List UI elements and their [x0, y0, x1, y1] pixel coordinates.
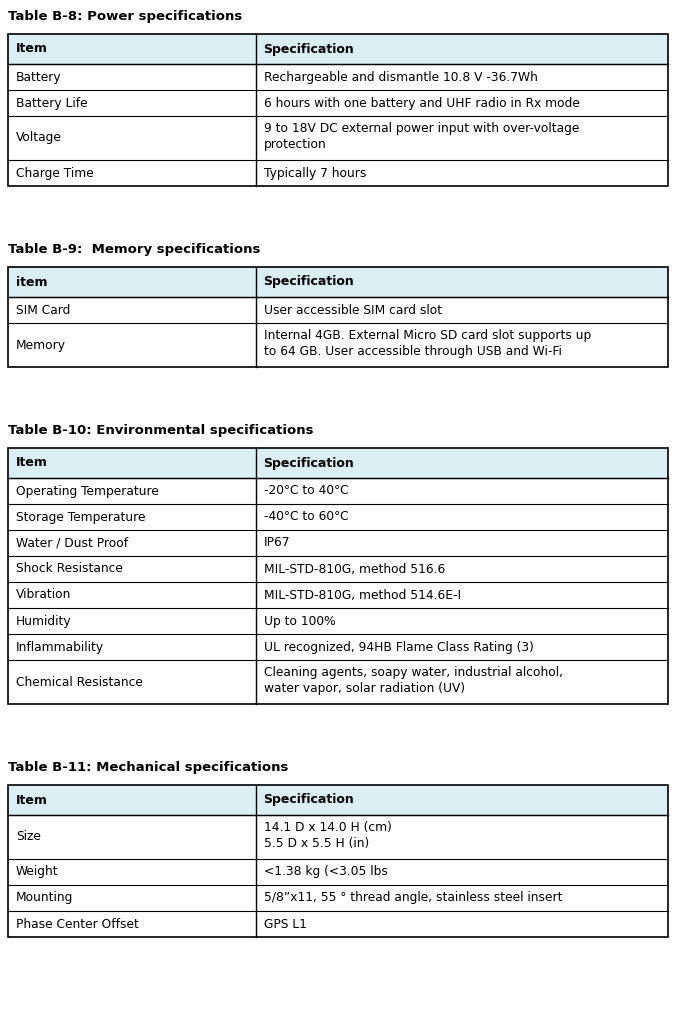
Text: 5/8”x11, 55 ° thread angle, stainless steel insert: 5/8”x11, 55 ° thread angle, stainless st… [264, 892, 562, 904]
Text: -20°C to 40°C: -20°C to 40°C [264, 485, 348, 497]
Text: Mounting: Mounting [16, 892, 74, 904]
Text: UL recognized, 94HB Flame Class Rating (3): UL recognized, 94HB Flame Class Rating (… [264, 640, 533, 654]
Text: MIL-STD-810G, method 516.6: MIL-STD-810G, method 516.6 [264, 563, 445, 576]
Text: Table B-10: Environmental specifications: Table B-10: Environmental specifications [8, 424, 314, 437]
Text: Table B-9:  Memory specifications: Table B-9: Memory specifications [8, 243, 260, 256]
Text: -40°C to 60°C: -40°C to 60°C [264, 511, 348, 523]
Text: Item: Item [16, 794, 48, 806]
Text: Item: Item [16, 457, 48, 469]
Text: Battery Life: Battery Life [16, 96, 88, 110]
Text: Shock Resistance: Shock Resistance [16, 563, 123, 576]
Text: Typically 7 hours: Typically 7 hours [264, 167, 366, 179]
Text: 9 to 18V DC external power input with over-voltage: 9 to 18V DC external power input with ov… [264, 122, 579, 135]
Text: Size: Size [16, 831, 41, 843]
Bar [8, 267, 668, 367]
Text: IP67: IP67 [264, 537, 290, 549]
Text: Inflammability: Inflammability [16, 640, 104, 654]
Text: <1.38 kg (<3.05 lbs: <1.38 kg (<3.05 lbs [264, 865, 387, 879]
Text: Humidity: Humidity [16, 614, 72, 628]
Text: to 64 GB. User accessible through USB and Wi-Fi: to 64 GB. User accessible through USB an… [264, 345, 561, 358]
Text: Water / Dust Proof: Water / Dust Proof [16, 537, 128, 549]
Text: Voltage: Voltage [16, 132, 62, 144]
Text: Rechargeable and dismantle 10.8 V -36.7Wh: Rechargeable and dismantle 10.8 V -36.7W… [264, 70, 537, 84]
Text: Up to 100%: Up to 100% [264, 614, 335, 628]
Text: 5.5 D x 5.5 H (in): 5.5 D x 5.5 H (in) [264, 837, 368, 850]
Text: Memory: Memory [16, 339, 66, 351]
Text: Internal 4GB. External Micro SD card slot supports up: Internal 4GB. External Micro SD card slo… [264, 329, 591, 342]
Text: Operating Temperature: Operating Temperature [16, 485, 159, 497]
Text: Table B-8: Power specifications: Table B-8: Power specifications [8, 10, 242, 23]
Text: protection: protection [264, 138, 327, 151]
Text: water vapor, solar radiation (UV): water vapor, solar radiation (UV) [264, 682, 464, 695]
Bar [8, 448, 668, 478]
Text: Specification: Specification [264, 457, 354, 469]
Text: Item: Item [16, 42, 48, 56]
Text: Specification: Specification [264, 276, 354, 288]
Text: item: item [16, 276, 47, 288]
Text: Chemical Resistance: Chemical Resistance [16, 675, 143, 689]
Text: Cleaning agents, soapy water, industrial alcohol,: Cleaning agents, soapy water, industrial… [264, 666, 562, 679]
Bar [8, 785, 668, 815]
Text: Battery: Battery [16, 70, 62, 84]
Text: 6 hours with one battery and UHF radio in Rx mode: 6 hours with one battery and UHF radio i… [264, 96, 579, 110]
Text: Specification: Specification [264, 794, 354, 806]
Text: User accessible SIM card slot: User accessible SIM card slot [264, 304, 441, 317]
Text: Weight: Weight [16, 865, 59, 879]
Text: SIM Card: SIM Card [16, 304, 70, 317]
Bar [8, 448, 668, 704]
Bar [8, 267, 668, 297]
Text: Charge Time: Charge Time [16, 167, 94, 179]
Text: GPS L1: GPS L1 [264, 918, 306, 930]
Text: Storage Temperature: Storage Temperature [16, 511, 145, 523]
Text: Phase Center Offset: Phase Center Offset [16, 918, 139, 930]
Bar [8, 34, 668, 64]
Text: MIL-STD-810G, method 514.6E-I: MIL-STD-810G, method 514.6E-I [264, 588, 460, 602]
Bar [8, 785, 668, 937]
Text: 14.1 D x 14.0 H (cm): 14.1 D x 14.0 H (cm) [264, 821, 391, 834]
Text: Specification: Specification [264, 42, 354, 56]
Text: Table B-11: Mechanical specifications: Table B-11: Mechanical specifications [8, 761, 289, 774]
Bar [8, 34, 668, 186]
Text: Vibration: Vibration [16, 588, 72, 602]
